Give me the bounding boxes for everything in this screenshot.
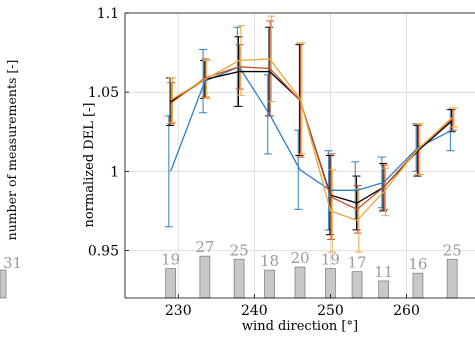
count-bar-label: 11: [374, 263, 393, 281]
count-bar-label: 17: [348, 254, 367, 272]
count-bar: [233, 258, 245, 299]
count-bar: [412, 272, 424, 299]
series-line: [170, 66, 453, 191]
x-tick-label: 240: [241, 303, 268, 319]
count-bar-label: 20: [290, 249, 309, 267]
left-count-bar: [0, 269, 7, 299]
series-line: [170, 66, 453, 211]
left-y-axis-label: number of measurements [-]: [4, 60, 19, 241]
count-bar: [165, 268, 177, 299]
count-bar: [446, 258, 458, 299]
y-tick-label: 1: [110, 164, 119, 180]
count-bar-label: 25: [443, 241, 462, 259]
count-bar: [199, 255, 211, 299]
count-bar-label: 16: [408, 255, 427, 273]
count-bar-labels: 19 27 25 18 20 19 17 11 16 25: [161, 238, 462, 281]
series-lines: [170, 58, 453, 222]
y-tick-label: 1.05: [88, 85, 119, 101]
count-bar-label: 19: [321, 251, 340, 269]
count-bar-label: 19: [161, 251, 180, 269]
error-bar: [449, 107, 458, 128]
count-bar: [351, 271, 363, 299]
x-tick-label: 250: [317, 303, 344, 319]
left-panel-cropped: 31 number of measurements [-]: [0, 60, 22, 299]
y-tick-label: 0.95: [88, 244, 119, 260]
error-bar: [297, 42, 306, 155]
count-bar: [378, 280, 390, 299]
x-tick-label: 260: [393, 303, 420, 319]
count-bar: [294, 266, 306, 299]
error-bar: [381, 167, 390, 217]
error-bar: [267, 15, 276, 103]
count-bar-label: 25: [230, 241, 249, 259]
count-bar-label: 27: [195, 238, 214, 256]
count-bar-label: 18: [260, 252, 279, 270]
right-panel: 19 27 25 18 20 19 17 11 16 25 230 240 250 260 0.95 1 1…: [82, 6, 475, 334]
y-axis-label: normalized DEL [-]: [82, 102, 97, 227]
y-tick-label: 1.1: [97, 6, 119, 22]
x-tick-label: 230: [165, 303, 192, 319]
count-bar: [264, 269, 275, 299]
x-tick-labels: 230 240 250 260: [165, 294, 420, 319]
count-bar: [325, 268, 336, 299]
x-axis-label: wind direction [°]: [242, 319, 358, 334]
y-tick-labels: 0.95 1 1.05 1.1: [88, 6, 129, 260]
left-bar-count-label: 31: [3, 254, 22, 272]
series-line: [170, 58, 453, 222]
